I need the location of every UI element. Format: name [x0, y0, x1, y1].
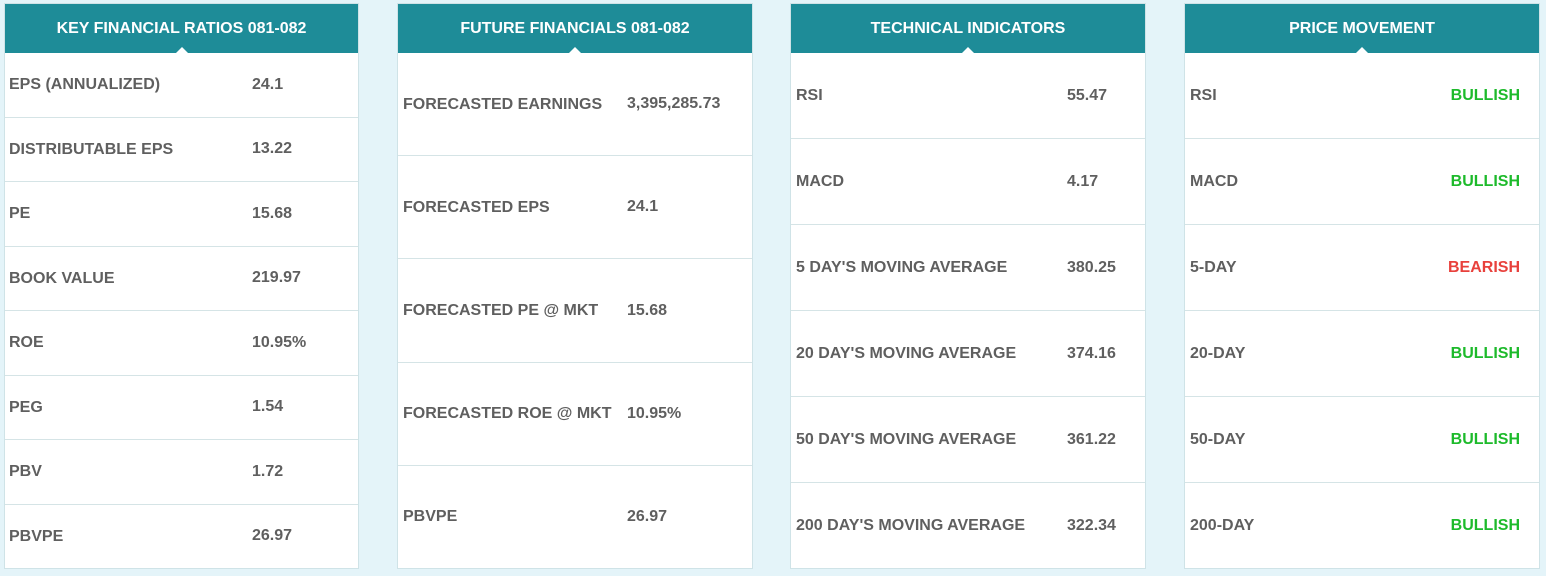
price-row-5-day: 5-DAY BEARISH: [1185, 224, 1539, 310]
ratio-value: 13.22: [252, 140, 293, 158]
status-badge: BEARISH: [1447, 258, 1520, 276]
tech-value: 374.16: [1067, 344, 1116, 362]
future-value: 24.1: [627, 198, 659, 216]
price-label: 5-DAY: [1190, 259, 1237, 276]
future-label: FORECASTED EPS: [403, 198, 550, 216]
tech-label: 50 DAY'S MOVING AVERAGE: [796, 431, 1017, 448]
ratio-row-book-value: BOOK VALUE 219.97: [5, 245, 358, 311]
tech-row-200-day-ma: 200 DAY'S MOVING AVERAGE 322.34: [791, 482, 1145, 568]
tech-value: 55.47: [1067, 86, 1108, 104]
ratio-value: 15.68: [252, 204, 293, 222]
price-label: 20-DAY: [1190, 345, 1246, 362]
ratio-row-peg: PEG 1.54: [5, 374, 358, 440]
tech-row-macd: MACD 4.17: [791, 138, 1145, 224]
tech-label: 20 DAY'S MOVING AVERAGE: [796, 345, 1017, 362]
price-label: MACD: [1190, 173, 1238, 190]
tech-row-5-day-ma: 5 DAY'S MOVING AVERAGE 380.25: [791, 224, 1145, 310]
tech-value: 322.34: [1067, 516, 1116, 534]
ratio-value: 219.97: [252, 269, 301, 287]
status-badge: BULLISH: [1450, 516, 1520, 534]
ratio-value: 24.1: [252, 75, 284, 93]
ratio-label: BOOK VALUE: [9, 269, 115, 287]
price-row-macd: MACD BULLISH: [1185, 138, 1539, 224]
ratio-value: 1.72: [252, 462, 284, 480]
ratio-value: 26.97: [252, 527, 293, 545]
ratio-label: PEG: [9, 398, 43, 416]
tech-row-50-day-ma: 50 DAY'S MOVING AVERAGE 361.22: [791, 396, 1145, 482]
price-row-200-day: 200-DAY BULLISH: [1185, 482, 1539, 568]
future-row-forecasted-earnings: FORECASTED EARNINGS 3,395,285.73: [398, 53, 752, 155]
future-value: 3,395,285.73: [627, 95, 721, 113]
ratio-label: DISTRIBUTABLE EPS: [9, 140, 174, 158]
technical-indicators-card: TECHNICAL INDICATORS RSI 55.47 MACD 4.17 5…: [790, 3, 1146, 569]
tech-label: MACD: [796, 173, 844, 190]
ratio-row-roe: ROE 10.95%: [5, 310, 358, 375]
tech-value: 361.22: [1067, 430, 1116, 448]
price-label: RSI: [1190, 87, 1217, 104]
future-financials-card: FUTURE FINANCIALS 081-082 FORECASTED EAR…: [397, 3, 753, 569]
future-label: PBVPE: [403, 508, 458, 526]
ratio-row-pbvpe: PBVPE 26.97: [5, 503, 358, 569]
future-label: FORECASTED EARNINGS: [403, 95, 603, 113]
tech-value: 380.25: [1067, 258, 1116, 276]
price-row-50-day: 50-DAY BULLISH: [1185, 396, 1539, 482]
tech-label: 5 DAY'S MOVING AVERAGE: [796, 259, 1008, 276]
ratio-label: PBV: [9, 463, 42, 481]
ratio-label: ROE: [9, 334, 44, 352]
tech-label: 200 DAY'S MOVING AVERAGE: [796, 517, 1026, 534]
ratio-row-pe: PE 15.68: [5, 181, 358, 246]
future-row-forecasted-roe: FORECASTED ROE @ MKT 10.95%: [398, 361, 752, 465]
status-badge: BULLISH: [1450, 172, 1520, 190]
future-label: FORECASTED PE @ MKT: [403, 302, 599, 319]
future-value: 15.68: [627, 301, 668, 319]
tech-label: RSI: [796, 87, 823, 104]
ratio-value: 10.95%: [252, 333, 307, 351]
ratio-row-distributable-eps: DISTRIBUTABLE EPS 13.22: [5, 116, 358, 182]
ratio-label: PBVPE: [9, 527, 64, 545]
ratio-row-eps: EPS (ANNUALIZED) 24.1: [5, 53, 358, 117]
future-value: 10.95%: [627, 404, 682, 422]
ratio-label: EPS (ANNUALIZED): [9, 76, 161, 94]
ratio-label: PE: [9, 205, 31, 223]
future-row-pbvpe: PBVPE 26.97: [398, 464, 752, 568]
status-badge: BULLISH: [1450, 86, 1520, 104]
price-label: 200-DAY: [1190, 517, 1255, 534]
price-label: 50-DAY: [1190, 431, 1246, 448]
price-movement-card: PRICE MOVEMENT RSI BULLISH MACD BULLISH 5-…: [1184, 3, 1540, 569]
future-financials-header: FUTURE FINANCIALS 081-082: [398, 4, 752, 54]
key-financial-ratios-header: KEY FINANCIAL RATIOS 081-082: [5, 4, 358, 54]
tech-value: 4.17: [1067, 172, 1099, 190]
future-value: 26.97: [627, 507, 668, 525]
price-row-rsi: RSI BULLISH: [1185, 53, 1539, 138]
status-badge: BULLISH: [1450, 344, 1520, 362]
future-row-forecasted-pe: FORECASTED PE @ MKT 15.68: [398, 258, 752, 361]
ratio-value: 1.54: [252, 398, 284, 416]
tech-row-20-day-ma: 20 DAY'S MOVING AVERAGE 374.16: [791, 310, 1145, 396]
price-movement-header: PRICE MOVEMENT: [1185, 4, 1539, 54]
status-badge: BULLISH: [1450, 430, 1520, 448]
price-row-20-day: 20-DAY BULLISH: [1185, 310, 1539, 396]
key-financial-ratios-card: KEY FINANCIAL RATIOS 081-082 EPS (ANNUAL…: [4, 3, 359, 569]
future-row-forecasted-eps: FORECASTED EPS 24.1: [398, 155, 752, 258]
technical-indicators-header: TECHNICAL INDICATORS: [791, 4, 1145, 54]
tech-row-rsi: RSI 55.47: [791, 53, 1145, 138]
ratio-row-pbv: PBV 1.72: [5, 439, 358, 504]
future-label: FORECASTED ROE @ MKT: [403, 405, 612, 423]
